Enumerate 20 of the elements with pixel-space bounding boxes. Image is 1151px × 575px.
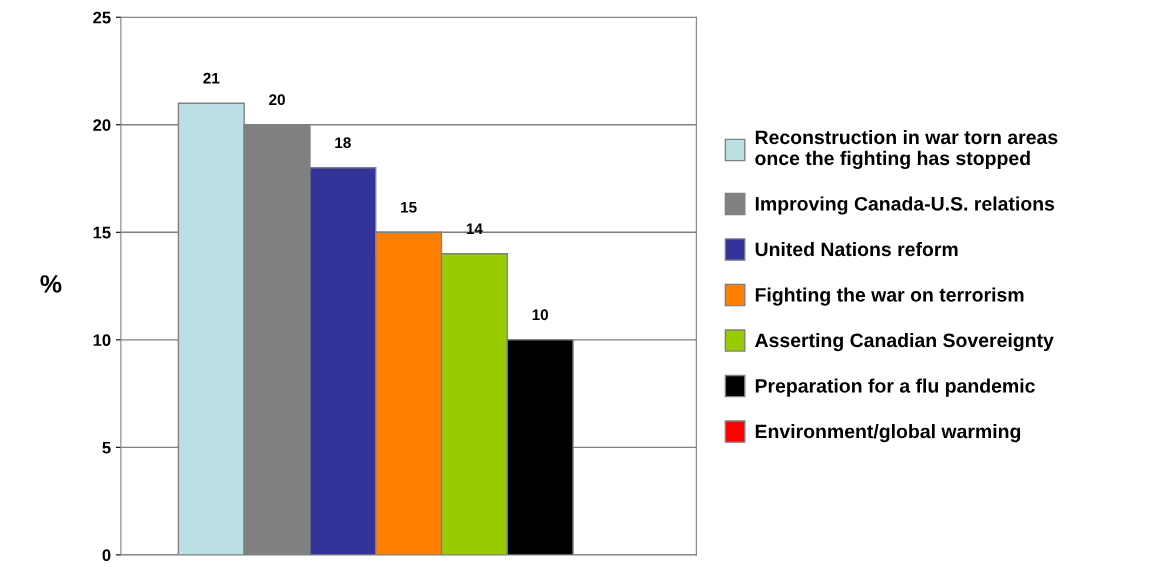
legend-label: Environment/global warming	[755, 424, 1021, 443]
data-label: 15	[401, 201, 417, 213]
y-tick-label: 20	[93, 119, 111, 131]
legend-label: Preparation for a flu pandemic	[755, 378, 1035, 397]
y-tick-label: 15	[93, 226, 111, 239]
data-label: 20	[269, 94, 285, 106]
data-label: 18	[335, 137, 351, 149]
data-label: 10	[532, 309, 549, 321]
y-tick-label: 5	[102, 441, 111, 454]
y-tick-label: 25	[93, 11, 111, 24]
legend-label: United Nations reform	[755, 241, 958, 257]
data-label: 21	[203, 72, 220, 84]
legend-label: Asserting Canadian Sovereignty	[755, 332, 1054, 352]
data-label: 14	[466, 223, 483, 234]
legend-label: Improving Canada-U.S. relations	[755, 196, 1055, 215]
legend-label: Fighting the war on terrorism	[755, 287, 1024, 306]
y-axis-title: %	[40, 275, 62, 293]
legend-label: Reconstruction in war torn areas once the fighting has stopped	[755, 129, 1058, 170]
y-tick-label: 0	[102, 549, 111, 562]
y-tick-label: 10	[93, 334, 111, 347]
